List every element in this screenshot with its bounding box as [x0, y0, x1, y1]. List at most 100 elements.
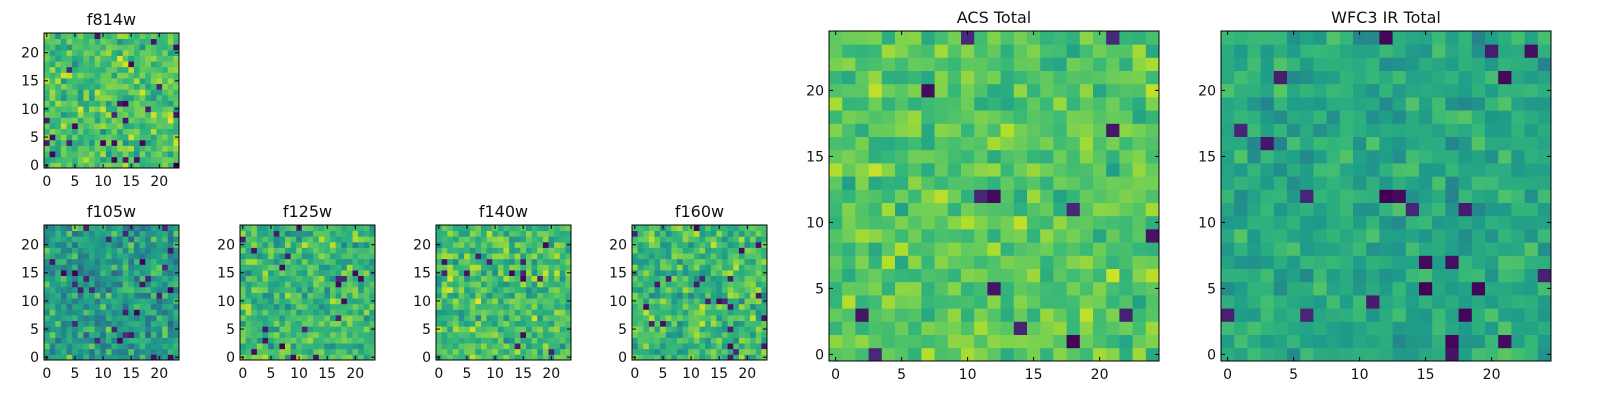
heatmap-cell — [296, 298, 303, 305]
heatmap-cell — [1339, 255, 1354, 269]
heatmap-cell — [117, 326, 124, 333]
heatmap-cell — [89, 292, 96, 299]
heatmap-cell — [492, 253, 499, 260]
heatmap-cell — [1313, 44, 1327, 58]
heatmap-cell — [1471, 229, 1486, 243]
heatmap-cell — [727, 281, 734, 288]
heatmap-cell — [363, 236, 370, 243]
heatmap-cell — [139, 264, 146, 271]
heatmap-cell — [1353, 149, 1367, 164]
heatmap-cell — [671, 270, 678, 277]
heatmap-cell — [974, 70, 988, 85]
heatmap-cell — [341, 230, 348, 237]
heatmap-cell — [313, 309, 320, 316]
heatmap-cell — [469, 326, 476, 333]
heatmap-cell — [565, 286, 572, 293]
heatmap-cell — [245, 286, 252, 293]
heatmap-cell — [1000, 44, 1015, 58]
heatmap-cell — [268, 241, 275, 248]
heatmap-cell — [313, 281, 320, 288]
heatmap-cell — [1234, 229, 1248, 243]
heatmap-cell — [1027, 295, 1041, 309]
heatmap-cell — [1326, 347, 1341, 362]
heatmap-cell — [156, 89, 163, 96]
heatmap-cell — [296, 348, 303, 355]
heatmap-cell — [1537, 163, 1552, 177]
heatmap-cell — [134, 123, 141, 130]
heatmap-cell — [262, 326, 269, 333]
heatmap-cell — [481, 247, 488, 254]
heatmap-cell — [301, 320, 308, 327]
heatmap-cell — [134, 275, 141, 282]
heatmap-cell — [55, 100, 62, 107]
heatmap-cell — [128, 241, 135, 248]
heatmap-cell — [122, 162, 129, 169]
heatmap-cell — [1445, 83, 1459, 98]
panel-title: f160w — [675, 202, 724, 221]
heatmap-cell — [128, 230, 135, 237]
heatmap-cell — [895, 110, 909, 124]
heatmap-cell — [436, 303, 443, 310]
heatmap-cell — [369, 309, 376, 316]
heatmap-cell — [750, 241, 757, 248]
heatmap-cell — [60, 66, 67, 73]
heatmap-cell — [1445, 295, 1459, 309]
heatmap-cell — [346, 247, 353, 254]
heatmap-cell — [1106, 334, 1120, 349]
heatmap-cell — [632, 303, 639, 310]
heatmap-cell — [1485, 281, 1499, 296]
heatmap-cell — [1366, 202, 1380, 217]
heatmap-cell — [660, 286, 667, 293]
x-tick-label: 15 — [514, 366, 532, 382]
heatmap-cell — [156, 315, 163, 322]
heatmap-cell — [256, 241, 263, 248]
heatmap-cell — [167, 247, 174, 254]
heatmap-cell — [1053, 202, 1067, 217]
heatmap-cell — [1511, 281, 1525, 296]
heatmap-cell — [452, 225, 459, 232]
heatmap-cell — [324, 348, 331, 355]
heatmap-cell — [145, 117, 152, 124]
heatmap-cell — [458, 275, 465, 282]
heatmap-cell — [868, 70, 883, 85]
heatmap-cell — [145, 100, 152, 107]
heatmap-cell — [330, 343, 337, 350]
heatmap-cell — [526, 348, 533, 355]
heatmap-cell — [117, 72, 124, 79]
heatmap-cell — [1485, 70, 1499, 85]
panel-title: f814w — [87, 10, 136, 29]
heatmap-cell — [139, 225, 146, 232]
heatmap-cell — [307, 225, 314, 232]
heatmap-cell — [111, 236, 118, 243]
axes-frame — [435, 224, 572, 361]
heatmap-cell — [665, 315, 672, 322]
heatmap-cell — [1066, 176, 1081, 190]
heatmap-cell — [301, 303, 308, 310]
heatmap-cell — [1260, 242, 1275, 256]
heatmap-cell — [660, 230, 667, 237]
heatmap-cell — [648, 225, 655, 232]
heatmap-cell — [341, 331, 348, 338]
heatmap-cell — [722, 281, 729, 288]
heatmap-cell — [908, 202, 922, 217]
heatmap-cell — [1053, 70, 1067, 85]
heatmap-cell — [855, 295, 869, 309]
heatmap-cell — [961, 83, 975, 98]
heatmap-cell — [44, 309, 51, 316]
heatmap-cell — [290, 258, 297, 265]
heatmap-cell — [921, 123, 935, 137]
heatmap-cell — [139, 162, 146, 169]
heatmap-cell — [66, 55, 73, 62]
heatmap-cell — [509, 303, 516, 310]
heatmap-cell — [273, 348, 280, 355]
heatmap-cell — [72, 331, 79, 338]
heatmap-cell — [727, 337, 734, 344]
heatmap-cell — [895, 70, 909, 85]
heatmap-cell — [1027, 176, 1041, 190]
heatmap-cell — [83, 38, 90, 45]
heatmap-cell — [139, 354, 146, 361]
heatmap-cell — [89, 270, 96, 277]
heatmap-cell — [1234, 57, 1248, 71]
heatmap-cell — [1287, 295, 1301, 309]
heatmap-cell — [1432, 57, 1446, 71]
